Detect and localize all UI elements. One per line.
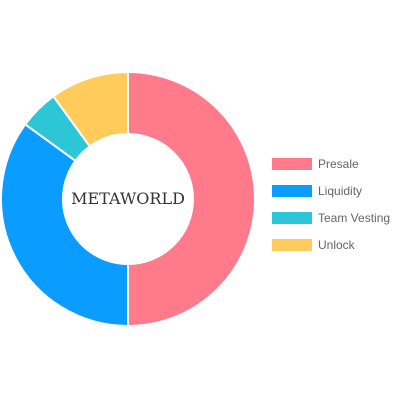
legend-swatch-presale bbox=[272, 157, 312, 170]
legend-label-team-vesting: Team Vesting bbox=[318, 210, 391, 225]
legend-item-presale[interactable]: Presale bbox=[272, 150, 400, 177]
legend-swatch-unlock bbox=[272, 238, 312, 251]
legend-swatch-team-vesting bbox=[272, 211, 312, 224]
slices-group bbox=[0, 70, 256, 328]
legend-label-liquidity: Liquidity bbox=[318, 183, 363, 198]
legend-item-unlock[interactable]: Unlock bbox=[272, 231, 400, 258]
legend-item-team-vesting[interactable]: Team Vesting bbox=[272, 204, 400, 231]
legend-label-presale: Presale bbox=[318, 156, 359, 171]
legend-item-liquidity[interactable]: Liquidity bbox=[272, 177, 400, 204]
slice-presale[interactable] bbox=[127, 70, 256, 328]
slice-liquidity[interactable] bbox=[0, 122, 129, 328]
legend-label-unlock: Unlock bbox=[318, 237, 355, 252]
slice-unlock[interactable] bbox=[51, 70, 129, 148]
legend-swatch-liquidity bbox=[272, 184, 312, 197]
legend: Presale Liquidity Team Vesting Unlock bbox=[272, 150, 400, 258]
center-title: METAWORLD bbox=[71, 189, 185, 208]
